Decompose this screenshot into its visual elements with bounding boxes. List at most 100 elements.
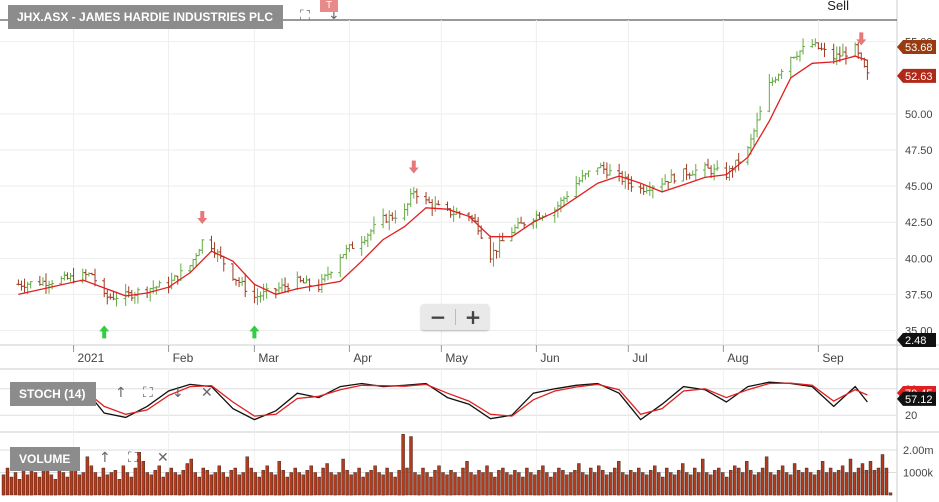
- arrow-down-icon[interactable]: ↓: [328, 7, 340, 23]
- volume-bar: [117, 479, 122, 496]
- close-icon[interactable]: ✕: [157, 450, 169, 466]
- price-tick-label: 40.00: [905, 253, 933, 265]
- volume-bar: [792, 463, 797, 496]
- volume-bar: [85, 456, 90, 496]
- volume-bar: [637, 467, 641, 496]
- volume-bar: [125, 472, 130, 496]
- volume-tick-label: 2.00m: [903, 445, 934, 457]
- volume-bar: [836, 470, 841, 496]
- volume-bar: [573, 470, 577, 496]
- volume-bar: [133, 467, 138, 496]
- arrow-up-icon[interactable]: ↑: [115, 385, 127, 401]
- volume-bar: [709, 474, 713, 496]
- sell-arrow-icon: [197, 211, 208, 224]
- volume-bar: [741, 472, 745, 496]
- volume-bar: [804, 467, 809, 496]
- volume-bar: [101, 467, 106, 496]
- price-badge: [897, 68, 936, 83]
- volume-bar: [485, 465, 489, 496]
- volume-bar: [5, 467, 10, 496]
- volume-bar: [229, 470, 233, 496]
- volume-bar: [852, 472, 857, 496]
- volume-bar: [37, 476, 42, 496]
- volume-bar: [377, 472, 381, 496]
- close-icon[interactable]: ✕: [201, 385, 213, 401]
- volume-bar: [493, 476, 497, 496]
- stoch-tick-label: 20: [905, 410, 917, 422]
- zoom-in-button[interactable]: +: [464, 305, 482, 329]
- volume-bar: [353, 472, 357, 496]
- price-tick-label: 45.00: [905, 181, 933, 193]
- volume-bar: [97, 476, 102, 496]
- volume-bar: [645, 474, 649, 496]
- volume-bar: [745, 461, 749, 496]
- volume-bar: [589, 467, 593, 496]
- volume-bar: [461, 467, 465, 496]
- month-label: Feb: [173, 351, 194, 365]
- volume-bar: [501, 467, 505, 496]
- volume-bar: [477, 470, 481, 496]
- volume-bar: [345, 470, 349, 496]
- volume-bar: [565, 474, 569, 496]
- volume-bar: [705, 472, 709, 496]
- volume-bar: [429, 476, 433, 496]
- month-label: May: [445, 351, 468, 365]
- volume-bar: [389, 472, 393, 496]
- volume-bar: [237, 474, 241, 496]
- volume-bar: [1, 474, 6, 496]
- volume-bar: [764, 456, 769, 496]
- volume-bar: [141, 461, 146, 496]
- arrow-down-icon[interactable]: ↓: [172, 385, 184, 401]
- volume-bar: [349, 474, 353, 496]
- volume-bar: [245, 456, 249, 496]
- volume-bar: [533, 474, 537, 496]
- volume-bar: [800, 472, 805, 496]
- zoom-out-button[interactable]: −: [429, 305, 447, 329]
- volume-bar: [61, 472, 66, 496]
- volume-bar: [341, 458, 345, 496]
- volume-bar: [872, 470, 877, 496]
- arrow-up-icon[interactable]: ↑: [99, 450, 111, 466]
- volume-bar: [517, 472, 521, 496]
- volume-bar: [277, 461, 281, 496]
- expand-icon[interactable]: ⛶: [128, 450, 138, 466]
- volume-bar: [481, 472, 485, 496]
- volume-bar: [113, 470, 118, 496]
- volume-bar: [848, 458, 853, 496]
- expand-icon[interactable]: ⛶: [300, 8, 310, 24]
- volume-bar: [780, 465, 785, 496]
- month-label: Sep: [822, 351, 844, 365]
- volume-bar: [365, 472, 369, 496]
- volume-bar: [844, 472, 849, 496]
- volume-bar: [221, 472, 226, 496]
- volume-bar: [673, 474, 677, 496]
- volume-bar: [197, 476, 202, 496]
- event-marker[interactable]: T: [320, 0, 338, 12]
- volume-bar: [261, 470, 265, 496]
- volume-bar: [549, 476, 553, 496]
- volume-bar: [880, 454, 885, 496]
- volume-bar: [25, 474, 30, 496]
- expand-icon[interactable]: ⛶: [143, 385, 153, 401]
- volume-bar: [33, 472, 38, 496]
- volume-bar: [21, 470, 26, 496]
- volume-bar: [405, 467, 409, 496]
- volume-bar: [333, 474, 337, 496]
- volume-bar: [649, 470, 653, 496]
- volume-bar: [165, 472, 170, 496]
- volume-bar: [89, 465, 94, 496]
- volume-bar: [824, 472, 829, 496]
- volume-bar: [820, 461, 825, 496]
- volume-bar: [633, 472, 637, 496]
- volume-bar: [753, 474, 757, 496]
- volume-bar: [776, 470, 781, 496]
- volume-bar: [161, 476, 166, 496]
- volume-bar: [876, 467, 881, 496]
- volume-bar: [465, 461, 469, 496]
- sell-label: Sell: [827, 0, 849, 13]
- price-tick-label: 47.50: [905, 145, 933, 157]
- volume-bar: [13, 472, 18, 496]
- volume-bar: [329, 472, 333, 496]
- volume-bar: [413, 472, 417, 496]
- volume-bar: [860, 463, 865, 496]
